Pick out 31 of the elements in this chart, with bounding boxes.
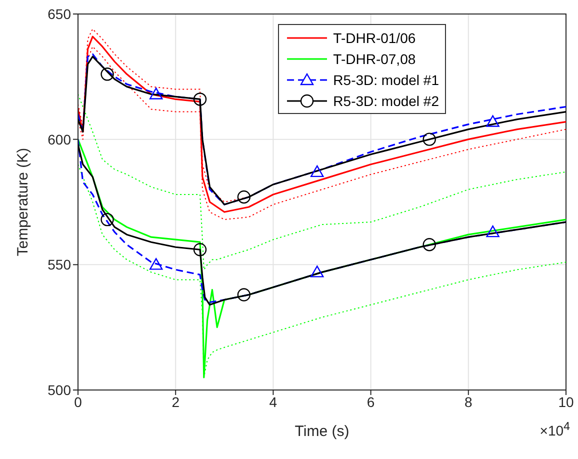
point — [422, 238, 436, 252]
point — [237, 190, 251, 204]
legend-label: T-DHR-07,08 — [333, 50, 416, 66]
point — [237, 288, 251, 302]
x-tick-label: 10 — [558, 394, 574, 410]
point — [100, 212, 114, 226]
x-tick-label: 2 — [172, 394, 180, 410]
legend-label: R5-3D: model #2 — [333, 92, 439, 108]
point — [193, 92, 207, 106]
point — [486, 225, 500, 238]
point — [100, 68, 114, 81]
y-axis-title: Temperature (K) — [14, 148, 32, 256]
point — [193, 243, 207, 256]
point — [149, 88, 163, 100]
point — [310, 266, 324, 278]
text: ×10$^{4}$ — [540, 420, 570, 439]
x-axis-title: Time (s) — [294, 423, 350, 440]
x-tick-label: 6 — [366, 394, 375, 410]
x-tick-label: 8 — [464, 394, 472, 410]
y-tick-label: 500 — [48, 382, 72, 398]
point — [422, 132, 436, 146]
point — [310, 165, 324, 178]
y-tick-label: 600 — [48, 131, 72, 148]
point — [486, 115, 500, 127]
x-tick-label: 4 — [269, 394, 278, 410]
y-tick-label: 550 — [48, 256, 72, 273]
y-tick-label: 650 — [48, 6, 72, 22]
point — [149, 258, 163, 270]
legend-label: R5-3D: model #1 — [333, 72, 439, 88]
x-tick-label: 0 — [74, 394, 82, 410]
legend-label: T-DHR-01/06 — [333, 30, 416, 46]
